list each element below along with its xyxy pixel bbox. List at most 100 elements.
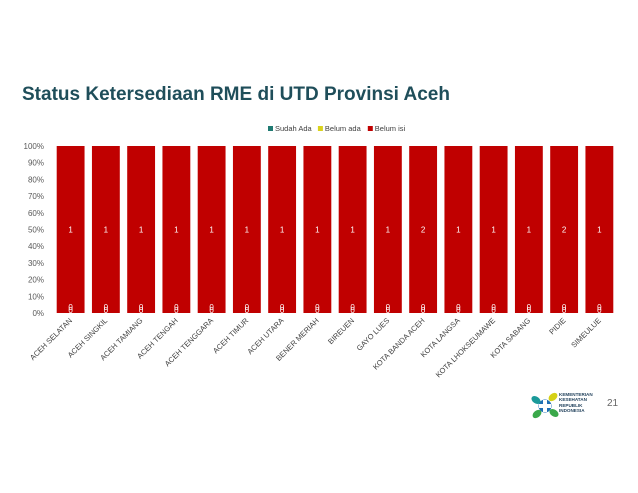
x-tick-label: GAYO LUES	[355, 316, 392, 353]
data-label: 2	[421, 226, 426, 235]
data-label: 0	[315, 303, 320, 312]
data-labels: 0010010010010010010010010010010020010010…	[68, 226, 602, 316]
legend-label: Belum isi	[375, 124, 406, 133]
data-label: 0	[421, 303, 426, 312]
bar-segment	[162, 146, 191, 313]
bar-segment	[232, 146, 261, 313]
data-label: 0	[174, 303, 179, 312]
data-label: 0	[562, 306, 567, 315]
data-label: 1	[104, 226, 109, 235]
data-label: 0	[245, 303, 250, 312]
data-label: 0	[491, 306, 496, 315]
y-axis: 0% 10% 20% 30% 40% 50% 60% 70% 80% 90% 100%	[24, 142, 44, 318]
logo-leaf	[549, 409, 559, 417]
logo-line: INDONESIA	[559, 408, 585, 414]
bar-segment	[268, 146, 297, 313]
y-tick-label: 50%	[28, 226, 44, 235]
data-label: 1	[174, 226, 179, 235]
data-label: 1	[597, 226, 602, 235]
data-label: 1	[245, 226, 250, 235]
bar-segment	[585, 146, 614, 313]
data-label: 1	[209, 226, 214, 235]
bar-segment	[338, 146, 367, 313]
data-label: 1	[139, 226, 144, 235]
data-label: 1	[280, 226, 285, 235]
data-label: 0	[104, 303, 109, 312]
data-label: 0	[139, 303, 144, 312]
legend-swatch	[268, 126, 273, 131]
legend-swatch	[367, 126, 373, 131]
y-tick-label: 0%	[32, 309, 44, 318]
x-tick-label: KOTA LHOKSEUMAWE	[434, 316, 497, 379]
bar-segment	[444, 146, 473, 313]
data-label: 0	[209, 303, 214, 312]
bar-segment	[56, 146, 85, 313]
data-label: 2	[562, 226, 567, 235]
logo-line: KESEHATAN	[559, 397, 587, 403]
x-tick-label: BIREUEN	[326, 316, 356, 346]
kemenkes-logo-icon	[531, 392, 559, 419]
logo-leaf	[531, 396, 541, 404]
logo-text: KEMENTERIAN KESEHATAN REPUBLIK INDONESIA	[559, 392, 593, 414]
data-label: 0	[68, 303, 73, 312]
y-tick-label: 20%	[28, 276, 44, 285]
logo-cross	[539, 404, 551, 408]
data-label: 0	[350, 306, 355, 315]
legend-label: Sudah Ada	[275, 124, 313, 133]
y-tick-label: 80%	[28, 175, 44, 184]
y-tick-label: 70%	[28, 192, 44, 201]
y-tick-label: 30%	[28, 259, 44, 268]
legend-swatch	[317, 126, 323, 131]
x-tick-label: SIMEULUE	[569, 316, 602, 349]
data-label: 0	[104, 306, 109, 315]
bar-segment	[373, 146, 402, 313]
data-label: 0	[386, 303, 391, 312]
data-label: 1	[68, 226, 73, 235]
bars	[56, 146, 614, 313]
data-label: 0	[139, 306, 144, 315]
data-label: 0	[562, 303, 567, 312]
data-label: 0	[68, 306, 73, 315]
data-label: 1	[527, 226, 532, 235]
chart-legend: Sudah Ada Belum ada Belum isi	[268, 124, 406, 133]
data-label: 0	[456, 306, 461, 315]
data-label: 1	[491, 226, 496, 235]
x-tick-label: PIDIE	[547, 316, 567, 336]
data-label: 0	[209, 306, 214, 315]
data-label: 0	[491, 303, 496, 312]
data-label: 1	[386, 226, 391, 235]
logo-leaf	[532, 409, 542, 419]
data-label: 0	[280, 306, 285, 315]
data-label: 0	[280, 303, 285, 312]
slide-title: Status Ketersediaan RME di UTD Provinsi …	[22, 84, 450, 105]
data-label: 0	[315, 306, 320, 315]
data-label: 0	[527, 306, 532, 315]
data-label: 0	[597, 303, 602, 312]
bar-segment	[514, 146, 543, 313]
y-tick-label: 40%	[28, 242, 44, 251]
page-number: 21	[607, 398, 619, 409]
y-tick-label: 60%	[28, 209, 44, 218]
data-label: 0	[350, 303, 355, 312]
logo-leaf	[548, 392, 558, 402]
logo-line: REPUBLIK	[559, 402, 583, 408]
y-tick-label: 90%	[28, 159, 44, 168]
bar-segment	[91, 146, 120, 313]
y-tick-label: 100%	[24, 142, 44, 151]
bar-segment	[197, 146, 226, 313]
bar-segment	[409, 146, 438, 313]
data-label: 0	[527, 303, 532, 312]
data-label: 1	[350, 226, 355, 235]
data-label: 1	[315, 226, 320, 235]
data-label: 0	[386, 306, 391, 315]
data-label: 0	[245, 306, 250, 315]
logo-line: KEMENTERIAN	[559, 392, 593, 397]
bar-segment	[303, 146, 332, 313]
data-label: 0	[597, 306, 602, 315]
data-label: 1	[456, 226, 461, 235]
data-label: 0	[456, 303, 461, 312]
bar-segment	[479, 146, 508, 313]
bar-segment	[550, 146, 579, 313]
